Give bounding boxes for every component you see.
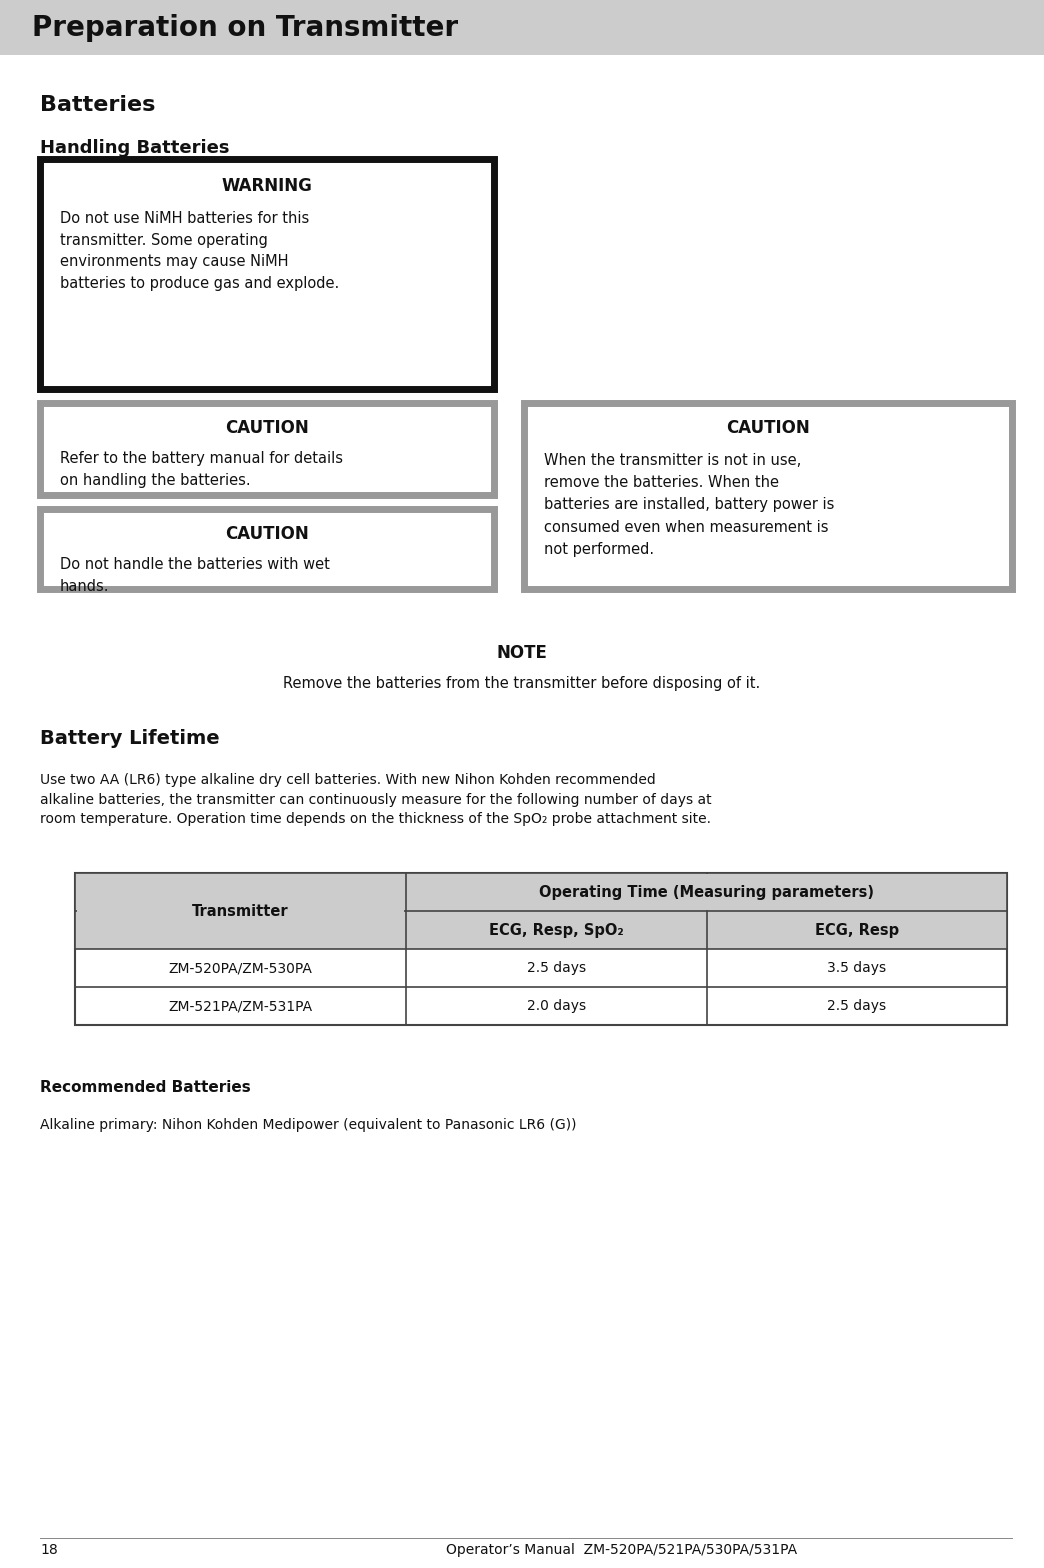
Bar [40, 403, 494, 495]
Text: Use two AA (LR6) type alkaline dry cell batteries. With new Nihon Kohden recomme: Use two AA (LR6) type alkaline dry cell … [40, 773, 712, 826]
Text: Preparation on Transmitter: Preparation on Transmitter [32, 14, 458, 41]
Text: Batteries: Batteries [40, 96, 156, 114]
Text: ZM-521PA/ZM-531PA: ZM-521PA/ZM-531PA [168, 999, 312, 1013]
Text: CAUTION: CAUTION [226, 525, 309, 543]
Text: Handling Batteries: Handling Batteries [40, 140, 230, 157]
Text: ECG, Resp, SpO₂: ECG, Resp, SpO₂ [489, 922, 623, 938]
Text: ECG, Resp: ECG, Resp [815, 922, 899, 938]
Text: Do not use NiMH batteries for this
transmitter. Some operating
environments may : Do not use NiMH batteries for this trans… [60, 212, 339, 290]
Text: Do not handle the batteries with wet
hands.: Do not handle the batteries with wet han… [60, 557, 330, 594]
Text: Transmitter: Transmitter [192, 903, 289, 919]
Text: ZM-520PA/ZM-530PA: ZM-520PA/ZM-530PA [168, 961, 312, 975]
Text: 18: 18 [40, 1543, 57, 1557]
Bar [40, 158, 494, 389]
Bar [40, 510, 494, 590]
Text: WARNING: WARNING [221, 177, 312, 194]
Text: NOTE: NOTE [497, 644, 547, 662]
Text: When the transmitter is not in use,
remove the batteries. When the
batteries are: When the transmitter is not in use, remo… [544, 453, 834, 557]
Bar [75, 873, 406, 949]
Bar [406, 873, 1007, 911]
Text: 2.5 days: 2.5 days [828, 999, 886, 1013]
Text: 2.5 days: 2.5 days [527, 961, 586, 975]
Text: CAUTION: CAUTION [726, 419, 810, 437]
Text: Remove the batteries from the transmitter before disposing of it.: Remove the batteries from the transmitte… [283, 676, 761, 691]
Text: CAUTION: CAUTION [226, 419, 309, 437]
Bar [406, 911, 1007, 949]
Text: 2.0 days: 2.0 days [527, 999, 586, 1013]
Bar [705, 873, 709, 909]
Text: 3.5 days: 3.5 days [828, 961, 886, 975]
Bar [75, 873, 1007, 1025]
Text: Recommended Batteries: Recommended Batteries [40, 1080, 251, 1094]
Text: Operating Time (Measuring parameters): Operating Time (Measuring parameters) [539, 884, 874, 900]
Bar [0, 0, 1044, 55]
Bar [524, 403, 1012, 590]
Bar [77, 909, 404, 913]
Text: Battery Lifetime: Battery Lifetime [40, 729, 219, 748]
Text: Alkaline primary: Nihon Kohden Medipower (equivalent to Panasonic LR6 (G)): Alkaline primary: Nihon Kohden Medipower… [40, 1118, 576, 1132]
Text: Refer to the battery manual for details
on handling the batteries.: Refer to the battery manual for details … [60, 452, 343, 488]
Text: Operator’s Manual  ZM-520PA/521PA/530PA/531PA: Operator’s Manual ZM-520PA/521PA/530PA/5… [447, 1543, 798, 1557]
